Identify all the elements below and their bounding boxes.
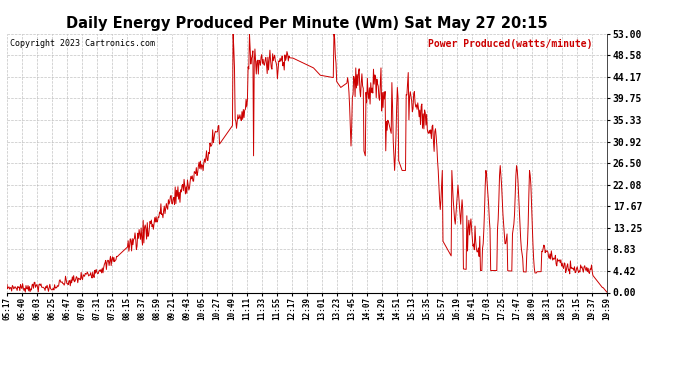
Title: Daily Energy Produced Per Minute (Wm) Sat May 27 20:15: Daily Energy Produced Per Minute (Wm) Sa… (66, 16, 548, 31)
Text: Power Produced(watts/minute): Power Produced(watts/minute) (428, 39, 592, 49)
Text: Copyright 2023 Cartronics.com: Copyright 2023 Cartronics.com (10, 39, 155, 48)
